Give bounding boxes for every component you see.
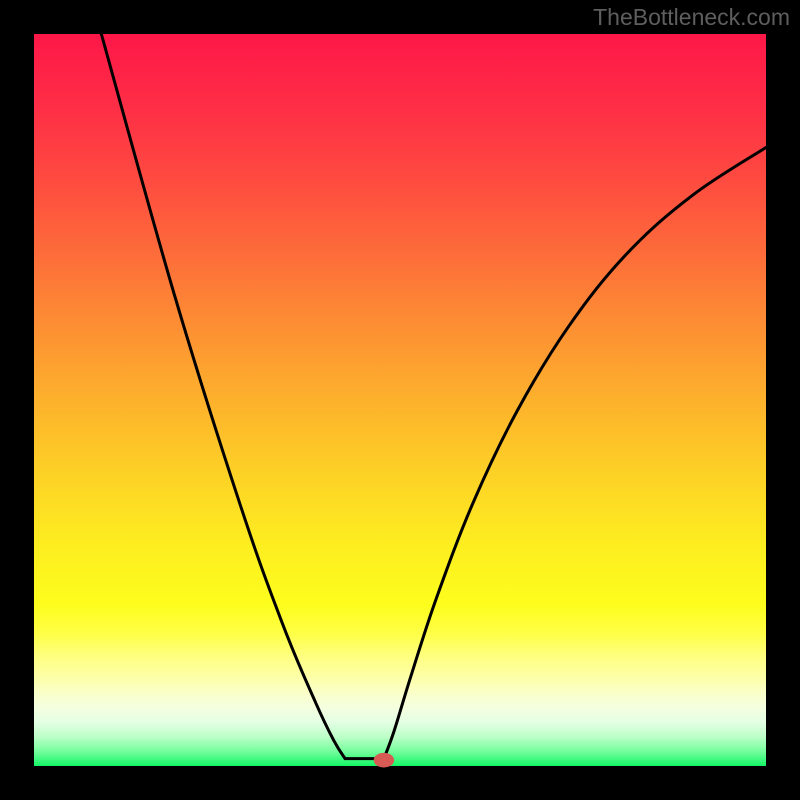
bottleneck-chart [0,0,800,800]
chart-frame: { "watermark": "TheBottleneck.com", "cha… [0,0,800,800]
watermark-text: TheBottleneck.com [593,4,790,31]
optimal-point-marker [374,753,394,768]
chart-background-gradient [34,34,766,766]
